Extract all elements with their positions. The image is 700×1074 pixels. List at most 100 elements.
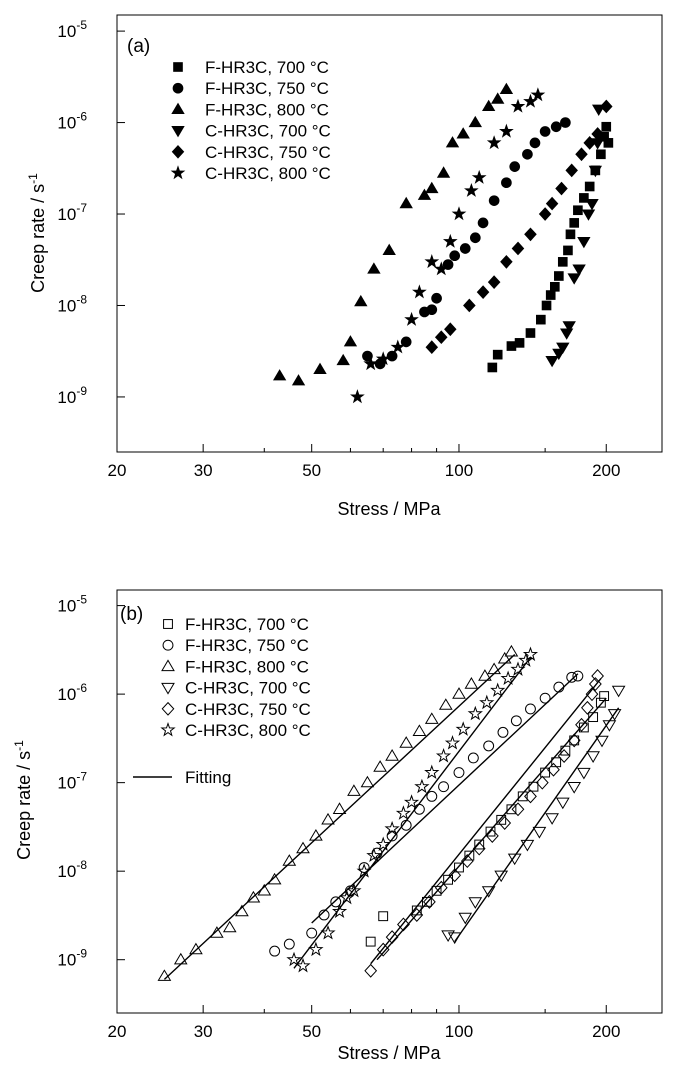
data-point <box>378 911 389 922</box>
data-point <box>486 135 502 150</box>
data-point <box>578 722 589 733</box>
legend-entry: C-HR3C, 800 °C <box>205 164 331 183</box>
data-point <box>540 767 551 778</box>
data-point <box>525 703 536 715</box>
data-point <box>403 794 420 809</box>
y-tick-label: 10-6 <box>57 681 87 704</box>
data-point <box>483 740 495 752</box>
data-point <box>497 651 512 664</box>
data-point <box>283 938 295 950</box>
data-point <box>560 745 571 756</box>
data-point <box>539 126 551 137</box>
panel-label-a: (a) <box>127 36 150 57</box>
data-point <box>581 700 594 715</box>
data-point <box>545 355 559 368</box>
data-point <box>463 298 476 313</box>
y-tick-base: 10 <box>57 114 76 133</box>
y-tick-label: 10-8 <box>57 858 87 881</box>
plot-frame-b <box>116 589 663 1014</box>
data-point <box>547 762 560 777</box>
y-tick-base: 10 <box>57 774 76 793</box>
data-point <box>545 290 556 300</box>
data-point <box>451 206 467 221</box>
legend-entry: F-HR3C, 750 °C <box>205 79 329 98</box>
data-point <box>525 328 536 338</box>
fitting-line <box>454 707 620 943</box>
data-point <box>487 362 498 373</box>
data-point <box>476 285 490 299</box>
data-point <box>210 926 224 938</box>
data-point <box>510 661 526 676</box>
data-point <box>478 669 492 681</box>
data-point <box>442 233 458 248</box>
data-point <box>586 751 600 763</box>
data-point <box>434 330 448 344</box>
data-point <box>422 896 432 907</box>
data-point <box>449 250 461 262</box>
data-point <box>499 82 514 94</box>
data-point <box>575 147 588 162</box>
y-tick-exp: -5 <box>76 593 87 607</box>
data-point <box>435 747 452 763</box>
x-tick-label: 20 <box>108 461 127 480</box>
y-tick-base: 10 <box>57 296 76 315</box>
data-point <box>536 314 546 325</box>
y-axis-label-text-b: Creep rate / s <box>14 751 34 860</box>
data-point <box>481 99 496 111</box>
x-tick-label: 20 <box>108 1022 127 1041</box>
data-point <box>467 705 483 721</box>
data-point <box>545 813 559 825</box>
x-tick-label: 50 <box>302 1022 321 1041</box>
data-point <box>491 92 505 104</box>
legend-entry: F-HR3C, 800 °C <box>185 657 309 676</box>
data-point <box>556 342 570 354</box>
legend-fitting-label: Fitting <box>185 768 231 787</box>
data-point <box>511 802 525 817</box>
data-point <box>485 826 496 837</box>
x-tick-label: 100 <box>445 1022 473 1041</box>
data-point <box>562 321 576 333</box>
legend-entry: C-HR3C, 700 °C <box>205 122 331 141</box>
data-point <box>404 311 419 326</box>
data-point <box>222 920 237 933</box>
data-point <box>559 328 574 340</box>
data-point <box>588 677 602 692</box>
data-point <box>522 646 539 662</box>
data-point <box>572 670 584 682</box>
data-point <box>397 917 410 932</box>
data-point <box>549 281 560 292</box>
data-point <box>539 692 551 704</box>
data-point <box>426 304 438 316</box>
fitting-line <box>370 678 602 965</box>
data-point <box>273 369 287 381</box>
y-tick-exp: -8 <box>76 858 87 872</box>
plot-frame-a <box>116 14 663 453</box>
data-point <box>469 232 481 244</box>
data-point <box>553 681 565 693</box>
data-point <box>448 868 462 883</box>
data-point <box>518 652 534 667</box>
data-point <box>566 671 578 683</box>
data-point <box>599 99 613 114</box>
data-point <box>584 181 595 192</box>
data-point <box>474 839 485 850</box>
data-point <box>413 803 425 815</box>
data-point <box>557 257 568 267</box>
data-point <box>611 685 626 698</box>
x-tick-label: 30 <box>194 1022 213 1041</box>
data-point <box>575 717 588 732</box>
x-tick-label: 200 <box>592 461 620 480</box>
data-point <box>360 775 375 788</box>
y-tick-base: 10 <box>57 388 76 407</box>
y-tick-label: 10-8 <box>57 292 87 315</box>
data-point <box>456 127 470 139</box>
data-point <box>426 790 438 802</box>
data-point <box>373 760 387 772</box>
data-point <box>382 243 396 256</box>
data-point <box>528 781 539 792</box>
x-tick-label: 200 <box>592 1022 620 1041</box>
data-point <box>524 227 537 242</box>
data-point <box>481 886 496 898</box>
legend-entry: F-HR3C, 750 °C <box>185 636 309 655</box>
